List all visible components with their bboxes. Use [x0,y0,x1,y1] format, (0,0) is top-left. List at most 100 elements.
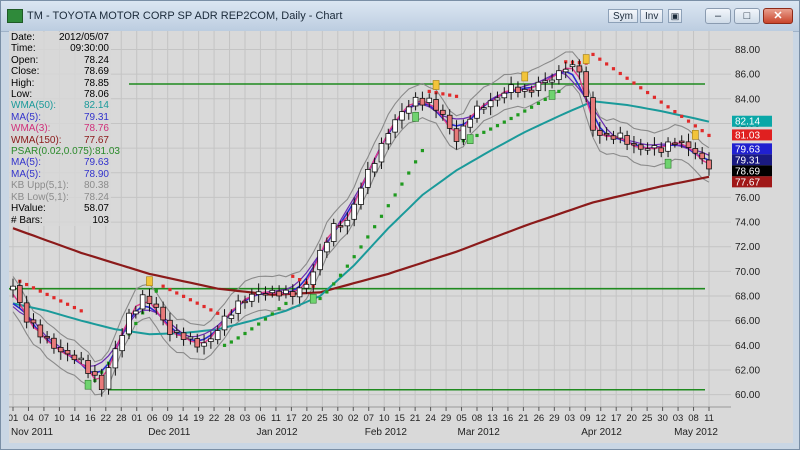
psar-dot [38,289,42,293]
x-tick-label: 15 [394,413,405,424]
close-button[interactable]: ✕ [763,8,793,24]
psar-dot [338,273,343,277]
candle-body [644,148,651,151]
month-label: Feb 2012 [365,427,408,438]
last-value-tag [732,129,772,141]
info-row: HValue: 58.07 [9,203,111,214]
candle-body [44,336,50,339]
x-tick-label: 11 [704,413,714,424]
psar-dot [413,160,418,164]
x-tick-label: 09 [580,413,591,424]
x-tick-label: 20 [302,413,313,424]
x-tick-label: 02 [348,413,359,424]
candle-body [85,360,91,374]
psar-dot [188,298,193,302]
info-row: Date: 2012/05/07 [9,32,111,43]
psar-dot [79,309,83,313]
info-row: WMA(3): 78.76 [9,123,111,134]
candle-body [269,289,276,294]
info-value: 77.67 [83,134,109,146]
last-value-label: 79.31 [735,155,760,166]
candle-body [167,319,173,335]
candle-body [126,312,132,335]
data-window: Date: 2012/05/07 Time: 09:30:00 Open: 78.24 Cl… [9,32,120,226]
inv-button[interactable]: Inv [640,9,664,23]
month-label: Dec 2011 [148,427,191,438]
y-tick-label: 86.00 [735,70,760,81]
x-tick-label: 17 [611,413,622,424]
last-value-tag [732,165,772,177]
info-value: 2012/05/07 [58,32,109,43]
candle-body [508,84,514,93]
candle-body [515,86,521,94]
candle-body [92,371,98,376]
x-tick-label: 03 [240,413,251,424]
y-tick-label: 70.00 [735,267,760,278]
candle-body [603,133,610,136]
sell-signal-marker [432,80,440,90]
candle-body [289,291,296,297]
month-label: Apr 2012 [581,427,622,438]
candle-body [542,80,549,83]
psar-dot [536,101,541,105]
psar-dot [680,114,684,118]
maximize-button[interactable]: □ [734,8,760,24]
last-value-tag [732,143,772,155]
x-tick-label: 22 [101,413,112,424]
last-value-tag [732,154,772,166]
sym-button[interactable]: Sym [608,9,638,23]
info-row: Low: 78.06 [9,89,111,100]
panel-toggle-icon[interactable]: ▣ [668,9,682,23]
psar-dot [400,182,404,186]
info-label: High: [11,77,35,89]
psar-dot [509,116,513,121]
candle-body [446,114,453,129]
psar-dot [529,105,534,109]
candle-body [590,97,596,131]
price-chart[interactable]: 60.00 62.00 64.00 66.00 68.00 70.00 72.00 74.00… [8,31,793,443]
candle-body [78,357,85,361]
y-tick-label: 74.00 [735,218,760,229]
psar-dot [666,105,670,109]
candle-body [303,283,310,289]
title-bar[interactable]: TM - TOYOTA MOTOR CORP SP ADR REP2COM, D… [1,1,799,32]
psar-dot [45,292,49,297]
x-tick-label: 03 [565,413,576,424]
candle-body [440,109,446,115]
candle-body [699,152,705,160]
candle-body [317,249,323,271]
x-tick-label: 21 [518,413,529,424]
info-row: KB Low(5,1): 78.24 [9,192,111,203]
chart-area[interactable]: 60.00 62.00 64.00 66.00 68.00 70.00 72.00 74.00… [8,31,793,443]
x-tick-label: 10 [379,413,390,424]
candle-body [37,324,44,338]
psar-dot [332,282,336,286]
candle-body [228,314,235,319]
info-value: 09:30:00 [70,43,109,55]
month-label: Mar 2012 [458,427,501,438]
candle-body [706,159,712,170]
y-tick-label: 68.00 [735,292,760,303]
info-value: 78.24 [83,191,109,203]
psar-dot [652,95,657,99]
psar-dot [243,331,247,336]
info-value: 81.03 [94,146,120,158]
psar-dot [564,60,568,64]
info-value: 103 [92,214,109,226]
info-label: PSAR(0.02,0.075): [11,146,95,158]
psar-dot [645,90,650,95]
x-tick-label: 08 [688,413,699,424]
psar-dot [175,291,179,295]
candle-body [378,143,385,163]
psar-dot [618,71,622,76]
candle-body [535,81,542,91]
minimize-button[interactable]: – [705,8,731,24]
info-label: Open: [11,54,39,66]
x-tick-label: 09 [162,413,173,424]
candle-body [665,141,671,152]
psar-dot [366,235,370,239]
candle-body [10,285,16,291]
candle-body [296,287,303,298]
x-tick-label: 06 [147,413,158,424]
